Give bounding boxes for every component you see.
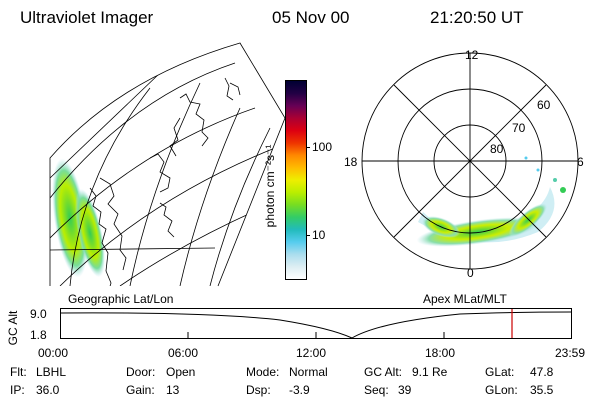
mode-label: Mode: <box>246 365 280 379</box>
seq-value: 39 <box>398 383 412 397</box>
timeline-ytick-1.8: 1.8 <box>30 328 47 342</box>
dsp-value: -3.9 <box>289 383 310 397</box>
gain-value: 13 <box>166 383 180 397</box>
colorbar-tick-100: 100 <box>312 140 333 154</box>
ip-label: IP: <box>10 383 25 397</box>
timeline-xtick-2359: 23:59 <box>555 346 586 360</box>
mlat-label-80: 80 <box>490 142 504 156</box>
colorbar-tick-marks <box>306 235 310 236</box>
mlt-label-6: 6 <box>577 155 584 169</box>
glat-label: GLat: <box>485 365 515 379</box>
colorbar-unit-label: photon cm⁻²s⁻¹ <box>263 144 277 228</box>
colorbar <box>285 80 307 280</box>
mlat-label-70: 70 <box>512 121 526 135</box>
geographic-map <box>49 42 286 287</box>
glon-value: 35.5 <box>530 383 554 397</box>
mlt-label-0: 0 <box>467 266 474 280</box>
door-value: Open <box>166 365 196 379</box>
gain-label: Gain: <box>126 383 155 397</box>
right-panel-caption: Apex MLat/MLT <box>423 292 507 306</box>
mlt-label-12: 12 <box>465 48 479 62</box>
glon-label: GLon: <box>485 383 518 397</box>
timeline-ytick-9: 9.0 <box>30 307 47 321</box>
door-label: Door: <box>126 365 156 379</box>
timeline-xtick-0000: 00:00 <box>38 346 69 360</box>
timeline-xtick-0600: 06:00 <box>168 346 199 360</box>
timeline-axis-label: GC Alt <box>6 310 20 346</box>
polar-plot <box>361 52 579 270</box>
date-label: 05 Nov 00 <box>272 8 350 27</box>
timeline-xtick-1800: 18:00 <box>425 346 456 360</box>
mlat-label-60: 60 <box>537 98 551 112</box>
glat-value: 47.8 <box>530 365 554 379</box>
gc-alt-label: GC Alt: <box>364 365 403 379</box>
app-title: Ultraviolet Imager <box>20 8 154 27</box>
timeline-plot <box>59 308 573 339</box>
dsp-label: Dsp: <box>246 383 271 397</box>
seq-label: Seq: <box>364 383 389 397</box>
colorbar-tick-marks <box>306 147 310 148</box>
mode-value: Normal <box>289 365 328 379</box>
time-label: 21:20:50 UT <box>430 8 524 27</box>
ip-value: 36.0 <box>36 383 60 397</box>
flt-value: LBHL <box>36 365 67 379</box>
colorbar-tick-10: 10 <box>312 228 326 242</box>
timeline-xtick-1200: 12:00 <box>296 346 327 360</box>
flt-label: Flt: <box>10 365 27 379</box>
gc-alt-value: 9.1 Re <box>412 365 448 379</box>
left-panel-caption: Geographic Lat/Lon <box>68 292 174 306</box>
mlt-label-18: 18 <box>344 155 358 169</box>
